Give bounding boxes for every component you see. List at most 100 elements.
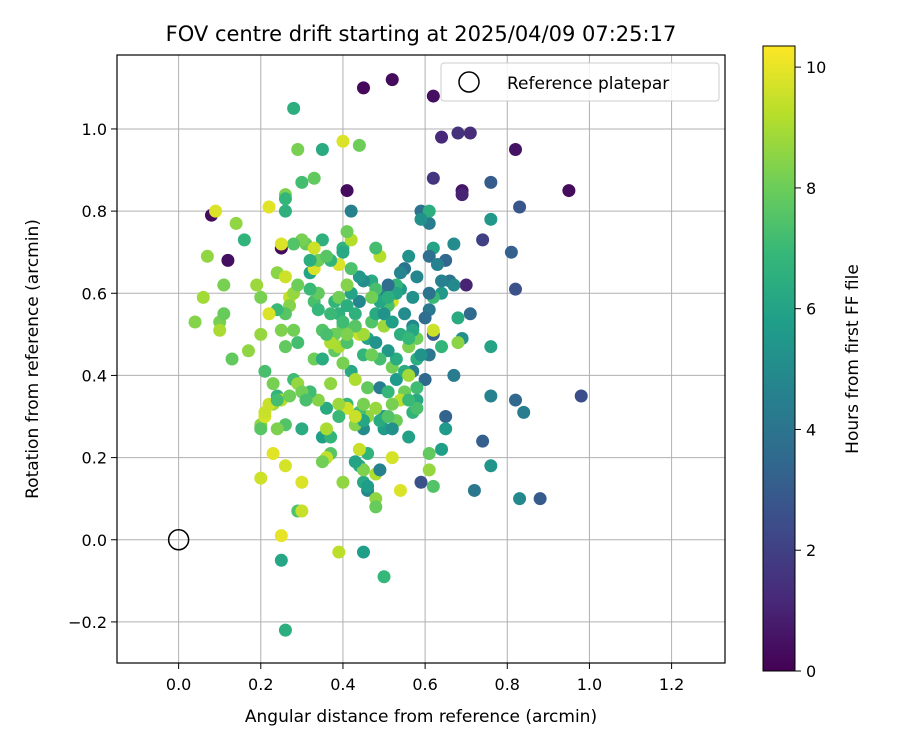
y-tick-label: 1.0 [82,120,107,139]
data-point [340,327,354,341]
data-point [381,278,395,292]
data-point [336,356,350,370]
data-point [361,381,375,395]
data-point [369,241,383,255]
data-point [262,307,276,321]
data-point [229,216,243,230]
data-point [439,422,453,436]
data-point [385,73,399,87]
data-point [303,282,317,296]
legend-marker [458,71,480,93]
x-tick-label: 0.6 [412,675,437,694]
data-point [435,340,449,354]
y-axis-ticks: −0.2 0.0 0.2 0.4 0.6 0.8 1.0 [68,120,117,632]
data-point [295,175,309,189]
data-point [291,278,305,292]
data-point [463,126,477,140]
data-point [340,278,354,292]
data-point [377,307,391,321]
data-point [266,377,280,391]
colorbar-tick-label: 8 [806,179,816,198]
data-point [381,385,395,399]
data-point [451,126,465,140]
data-point [332,290,346,304]
data-point [402,368,416,382]
data-point [332,545,346,559]
data-point [373,463,387,477]
data-point [344,262,358,276]
data-point [414,212,428,226]
data-point [422,446,436,460]
data-point [422,249,436,263]
data-point [393,483,407,497]
data-point [513,492,527,506]
data-point [385,451,399,465]
data-point [381,410,395,424]
data-point [377,570,391,584]
data-point [336,134,350,148]
data-point [484,459,498,473]
data-point [484,212,498,226]
data-point [389,352,403,366]
y-tick-label: 0.6 [82,284,107,303]
data-point [369,336,383,350]
data-point [414,348,428,362]
data-point [196,290,210,304]
data-point [402,249,416,263]
data-point [517,405,531,419]
data-point [463,307,477,321]
data-point [307,171,321,185]
legend: Reference platepar [440,62,720,102]
data-point [414,475,428,489]
data-point [340,299,354,313]
data-point [455,188,469,202]
data-point [274,529,288,543]
data-point [278,459,292,473]
data-point [348,455,362,469]
data-point [365,290,379,304]
y-axis-label: Rotation from reference (arcmin) [23,219,43,499]
data-point [336,245,350,259]
data-point [508,142,522,156]
legend-box [440,62,720,102]
data-point [278,204,292,218]
data-point [320,249,334,263]
data-point [320,327,334,341]
data-point [295,422,309,436]
colorbar-tick-label: 0 [806,662,816,681]
data-point [344,204,358,218]
data-point [389,373,403,387]
data-point [356,545,370,559]
colorbar-label: Hours from first FF file [843,264,863,454]
y-tick-label: 0.2 [82,449,107,468]
data-point [287,237,301,251]
data-point [426,479,440,493]
data-point [476,434,490,448]
x-tick-label: 0.8 [495,675,520,694]
data-point [385,422,399,436]
data-point [254,327,268,341]
data-point [435,274,449,288]
data-point [385,397,399,411]
data-point [278,270,292,284]
data-point [225,352,239,366]
data-point [315,142,329,156]
data-point [315,352,329,366]
data-point [340,225,354,239]
data-point [278,192,292,206]
data-point [476,233,490,247]
data-point [311,393,325,407]
data-point [352,442,366,456]
colorbar [762,45,796,672]
data-points [188,73,588,637]
data-point [398,307,412,321]
data-point [217,278,231,292]
data-point [266,446,280,460]
data-point [250,278,264,292]
data-point [332,397,346,411]
data-point [274,237,288,251]
data-point [459,278,473,292]
data-point [562,184,576,198]
data-point [422,463,436,477]
